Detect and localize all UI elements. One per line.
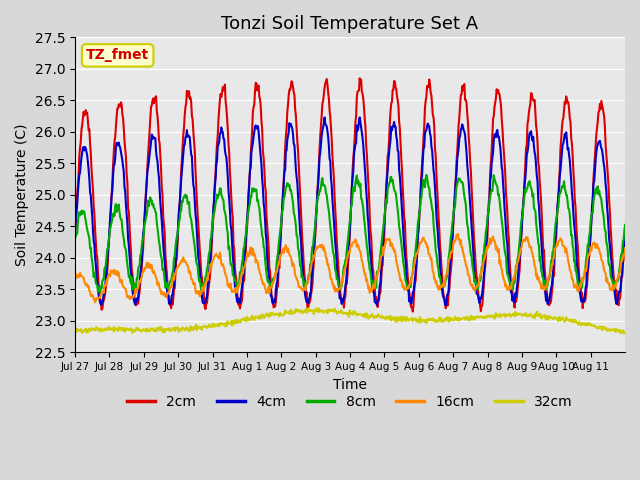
Line: 16cm: 16cm [75,234,625,302]
32cm [408,315,415,321]
4cm [136,282,143,288]
32cm [285,310,292,315]
2cm [285,93,292,98]
8cm [265,278,273,284]
8cm [94,289,102,295]
4cm [285,129,292,135]
2cm [409,309,417,314]
32cm [621,330,629,336]
16cm [438,284,446,289]
8cm [285,182,293,188]
16cm [454,231,462,237]
4cm [356,115,364,120]
16cm [71,274,79,279]
32cm [136,327,143,333]
X-axis label: Time: Time [333,377,367,392]
Line: 8cm: 8cm [75,175,625,292]
16cm [408,277,415,283]
8cm [237,266,245,272]
32cm [237,319,244,325]
8cm [422,172,430,178]
32cm [71,328,79,334]
Text: TZ_fmet: TZ_fmet [86,48,149,62]
Y-axis label: Soil Temperature (C): Soil Temperature (C) [15,123,29,266]
32cm [438,317,446,323]
4cm [621,233,629,239]
8cm [439,283,447,288]
8cm [621,222,629,228]
4cm [442,302,449,308]
16cm [92,300,99,305]
2cm [237,301,244,307]
16cm [265,284,273,289]
4cm [71,233,79,239]
2cm [439,286,447,292]
4cm [264,265,272,271]
16cm [136,279,144,285]
4cm [408,301,415,307]
4cm [438,287,446,293]
2cm [356,75,364,81]
Line: 2cm: 2cm [75,78,625,312]
2cm [136,289,143,295]
16cm [621,245,629,251]
32cm [305,305,312,311]
8cm [136,253,144,259]
16cm [285,252,293,258]
Legend: 2cm, 4cm, 8cm, 16cm, 32cm: 2cm, 4cm, 8cm, 16cm, 32cm [122,389,578,415]
4cm [237,294,244,300]
8cm [408,276,415,282]
2cm [621,226,629,231]
Line: 32cm: 32cm [75,308,625,334]
32cm [620,331,628,336]
Line: 4cm: 4cm [75,118,625,305]
2cm [264,236,272,241]
2cm [71,232,79,238]
2cm [408,304,415,310]
8cm [71,236,79,241]
16cm [237,272,245,277]
Title: Tonzi Soil Temperature Set A: Tonzi Soil Temperature Set A [221,15,479,33]
32cm [264,313,272,319]
